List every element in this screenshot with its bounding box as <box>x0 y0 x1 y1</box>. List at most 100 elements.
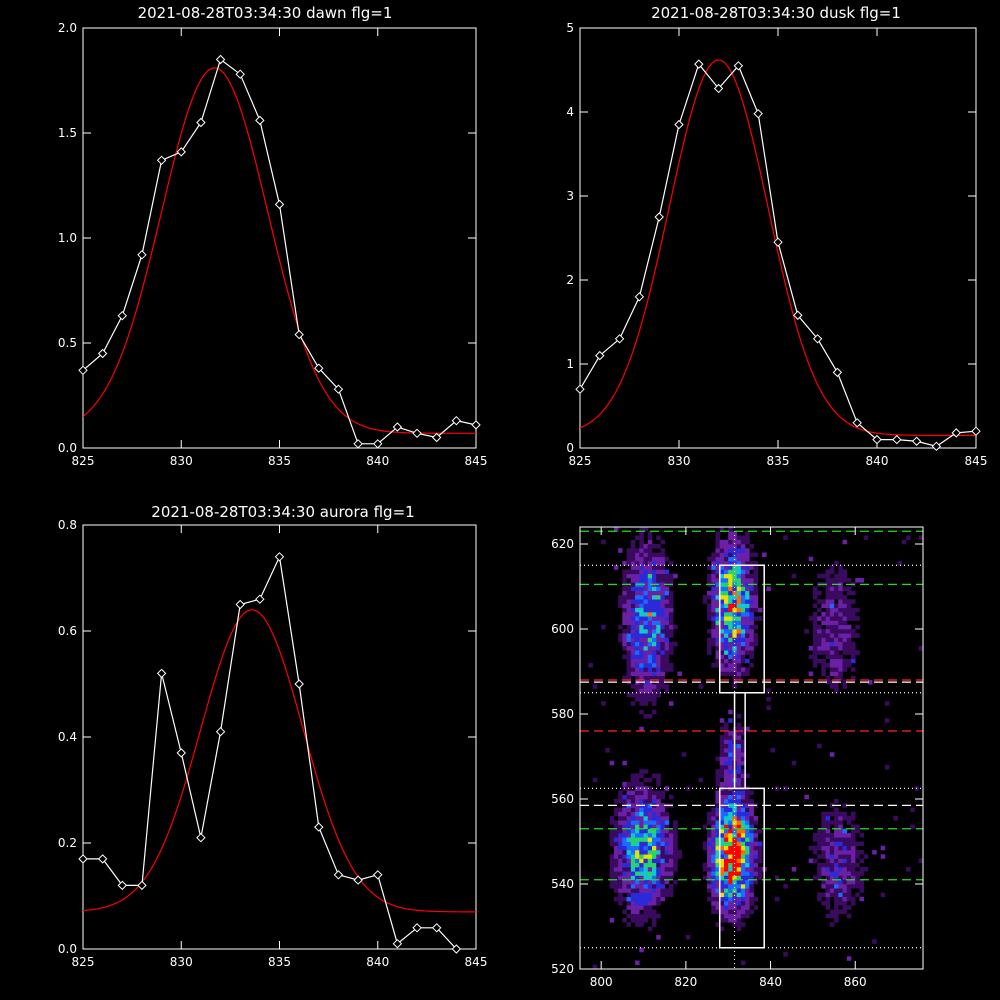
heatmap-cell <box>838 599 843 604</box>
heatmap-cell <box>723 658 729 664</box>
heatmap-cell <box>753 552 759 558</box>
heatmap-cell <box>656 637 661 643</box>
heatmap-cell <box>702 875 708 881</box>
heatmap-cell <box>851 811 856 817</box>
heatmap-cell <box>630 595 636 600</box>
heatmap-cell <box>643 629 649 634</box>
y-tick-label: 0.2 <box>58 836 77 850</box>
heatmap-cell <box>635 629 640 634</box>
heatmap-cell <box>613 841 619 847</box>
heatmap-cell <box>630 918 636 923</box>
heatmap-cell <box>664 607 670 613</box>
heatmap-cell <box>829 892 835 898</box>
heatmap-cell <box>736 616 742 621</box>
heatmap-cell <box>719 867 725 872</box>
heatmap-cell <box>707 646 712 651</box>
heatmap-cell <box>609 879 615 885</box>
heatmap-cell <box>825 603 831 609</box>
heatmap-cell <box>660 671 665 677</box>
heatmap-cell <box>647 616 653 621</box>
heatmap-cell <box>643 624 649 630</box>
heatmap-cell <box>829 629 835 634</box>
data-point <box>812 334 823 344</box>
heatmap-cell <box>635 862 640 868</box>
heatmap-cell <box>630 641 636 647</box>
heatmap-cell <box>728 569 733 575</box>
heatmap-cell <box>757 841 763 847</box>
heatmap-cell <box>639 646 644 651</box>
heatmap-cell <box>745 612 750 617</box>
heatmap-cell <box>846 816 852 821</box>
heatmap-cell <box>745 816 750 821</box>
heatmap-cell <box>719 824 725 830</box>
heatmap-cell <box>626 586 632 592</box>
heatmap-cell <box>668 573 674 579</box>
heatmap-cell <box>851 824 856 830</box>
heatmap-cell <box>622 620 627 626</box>
heatmap-cell <box>715 629 721 634</box>
heatmap-cell <box>736 828 742 834</box>
heatmap-cell <box>613 854 619 859</box>
heatmap-cell <box>821 612 826 617</box>
heatmap-cell <box>622 569 627 575</box>
y-tick-label: 2 <box>566 273 574 287</box>
heatmap-cell <box>668 837 674 842</box>
heatmap-cell <box>829 845 835 851</box>
heatmap-cell <box>715 884 721 889</box>
heatmap-cell <box>707 850 712 855</box>
heatmap-cell <box>668 858 674 864</box>
heatmap-cell <box>812 837 818 842</box>
heatmap-cell <box>723 782 729 787</box>
data-point <box>773 237 783 247</box>
heatmap-cell <box>643 888 649 893</box>
heatmap-cell <box>749 875 754 881</box>
heatmap-cell <box>673 854 678 859</box>
heatmap-cell <box>668 595 674 600</box>
heatmap-cell <box>656 569 661 575</box>
heatmap-cell <box>643 769 649 774</box>
heatmap-cell <box>817 845 822 851</box>
heatmap-cell <box>677 850 682 855</box>
heatmap-cell <box>651 578 657 583</box>
heatmap-cell <box>592 964 598 970</box>
heatmap-cell <box>838 841 843 847</box>
heatmap-cell <box>834 833 839 838</box>
connector-box <box>733 692 746 790</box>
heatmap-cell <box>719 637 725 643</box>
heatmap-cell <box>626 841 632 847</box>
heatmap-cell <box>723 820 729 825</box>
x-tick-label: 840 <box>366 454 389 468</box>
heatmap-cell <box>664 586 670 592</box>
heatmap-cell <box>668 629 674 634</box>
heatmap-cell <box>736 862 742 868</box>
heatmap-cell <box>829 590 835 596</box>
heatmap-cell <box>736 922 742 927</box>
heatmap-cell <box>829 578 835 583</box>
heatmap-cell <box>740 850 746 855</box>
heatmap-cell <box>681 752 687 757</box>
heatmap-cell <box>817 629 822 634</box>
heatmap-cell <box>715 586 721 592</box>
heatmap-cell <box>639 573 644 579</box>
heatmap-cell <box>736 675 742 681</box>
heatmap-cell <box>740 841 746 847</box>
heatmap-cell <box>842 684 848 689</box>
heatmap-cell <box>834 595 839 600</box>
heatmap-cell <box>660 684 665 689</box>
heatmap-cell <box>715 552 721 558</box>
heatmap-cell <box>664 811 670 817</box>
heatmap-cell <box>668 612 674 617</box>
heatmap-cell <box>647 637 653 643</box>
heatmap-cell <box>740 820 746 825</box>
heatmap-cell <box>834 616 839 621</box>
heatmap-cell <box>656 552 661 558</box>
heatmap-cell <box>736 739 742 745</box>
heatmap-cell <box>740 799 746 804</box>
heatmap-cell <box>647 650 653 655</box>
heatmap-cell <box>728 544 733 549</box>
heatmap-cell <box>749 599 754 604</box>
heatmap-cell <box>740 756 746 762</box>
heatmap-cell <box>618 790 623 796</box>
heatmap-cell <box>817 743 822 749</box>
heatmap-cell <box>702 599 708 604</box>
